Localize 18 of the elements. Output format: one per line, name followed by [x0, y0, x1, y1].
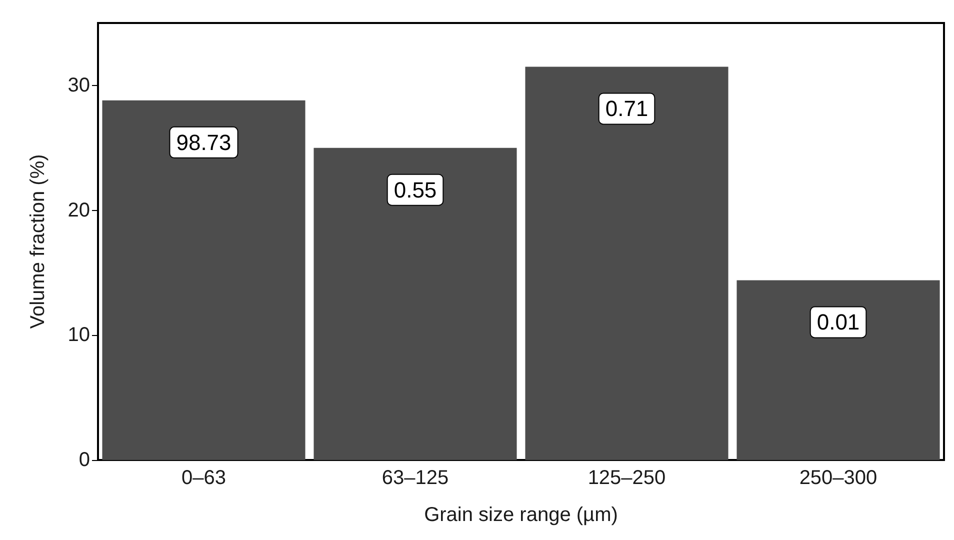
annotation: 0.01 — [816, 310, 860, 335]
x-tick-label: 125–250 — [588, 467, 666, 489]
y-tick-label: 30 — [68, 74, 90, 96]
x-tick-label: 0–63 — [182, 467, 226, 489]
annotation: 98.73 — [176, 130, 232, 155]
bar — [736, 280, 940, 460]
y-axis-title: Volume fraction (%) — [27, 154, 49, 329]
y-tick-label: 0 — [78, 449, 90, 471]
bar — [525, 66, 728, 460]
annotation: 0.55 — [394, 177, 437, 202]
annotation: 0.71 — [605, 96, 648, 122]
bar — [102, 100, 306, 460]
bar — [314, 148, 517, 460]
y-tick-label: 10 — [68, 324, 90, 346]
y-tick-label: 20 — [68, 199, 90, 222]
x-tick-label: 250–300 — [799, 467, 878, 489]
x-tick-label: 63–125 — [382, 467, 449, 489]
x-axis-title: Grain size range (µm) — [424, 504, 618, 526]
